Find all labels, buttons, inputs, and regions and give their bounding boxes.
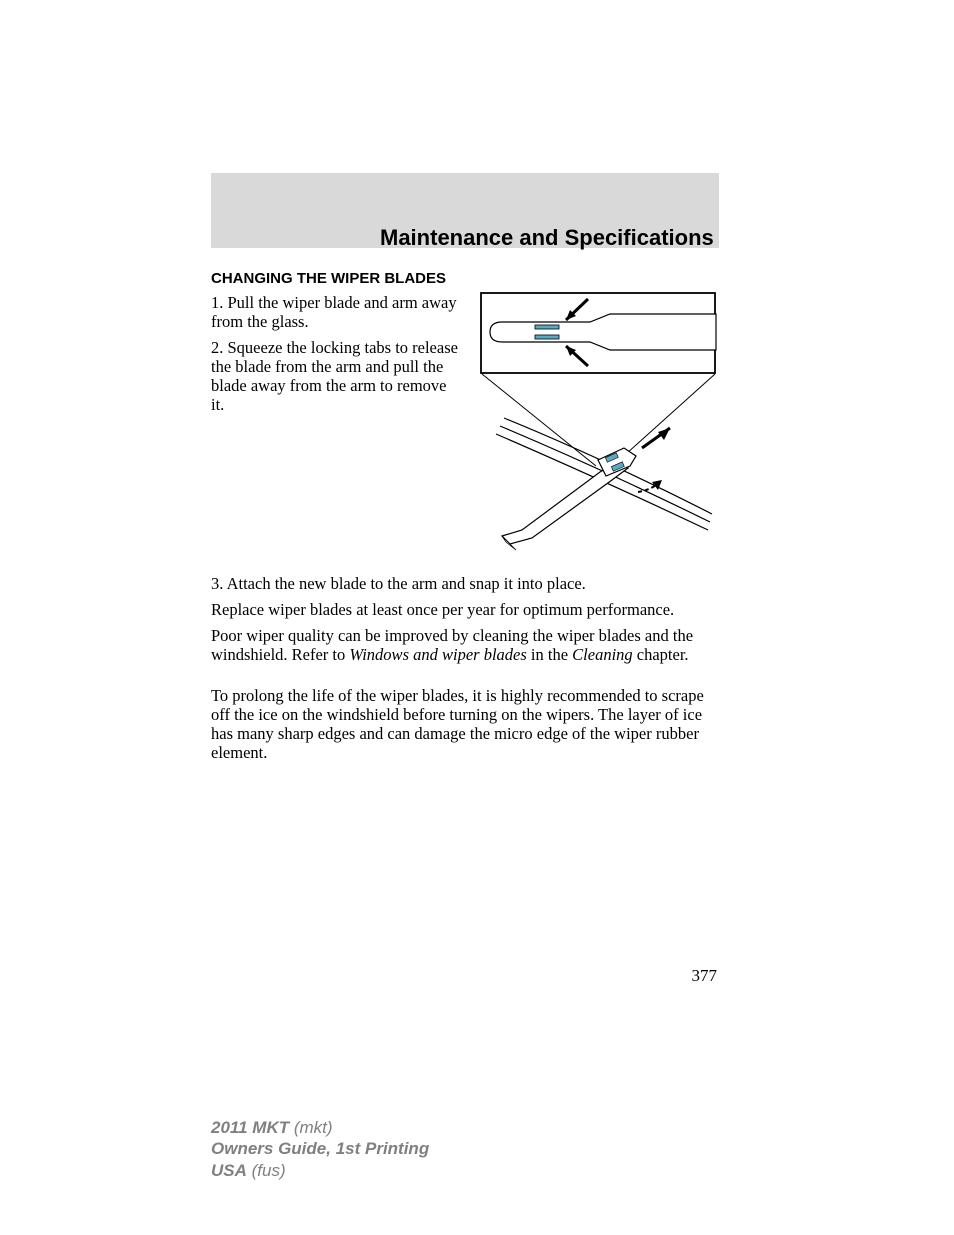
wiper-diagram-svg	[480, 292, 717, 555]
page-number: 377	[692, 966, 718, 986]
p5-italic-1: Windows and wiper blades	[349, 645, 526, 664]
p5-part-c: chapter.	[633, 645, 689, 664]
page-header-title: Maintenance and Specifications	[380, 225, 714, 251]
footer-region: USA	[211, 1161, 247, 1180]
step-2-text: 2. Squeeze the locking tabs to release t…	[211, 339, 461, 415]
footer-line-3: USA (fus)	[211, 1160, 429, 1181]
step-1-text: 1. Pull the wiper blade and arm away fro…	[211, 294, 461, 332]
footer-line-1: 2011 MKT (mkt)	[211, 1117, 429, 1138]
footer-model: 2011 MKT	[211, 1118, 289, 1137]
paragraph-replace-yearly: Replace wiper blades at least once per y…	[211, 601, 719, 620]
paragraph-ice-warning: To prolong the life of the wiper blades,…	[211, 687, 719, 763]
footer-region-code: (fus)	[247, 1161, 286, 1180]
section-heading: CHANGING THE WIPER BLADES	[211, 270, 446, 287]
footer-block: 2011 MKT (mkt) Owners Guide, 1st Printin…	[211, 1117, 429, 1181]
p5-part-b: in the	[527, 645, 572, 664]
step-3-text: 3. Attach the new blade to the arm and s…	[211, 575, 719, 594]
footer-model-code: (mkt)	[289, 1118, 332, 1137]
footer-line-2: Owners Guide, 1st Printing	[211, 1138, 429, 1159]
wiper-blade-figure	[480, 292, 717, 555]
paragraph-cleaning-ref: Poor wiper quality can be improved by cl…	[211, 627, 719, 665]
p5-italic-2: Cleaning	[572, 645, 633, 664]
